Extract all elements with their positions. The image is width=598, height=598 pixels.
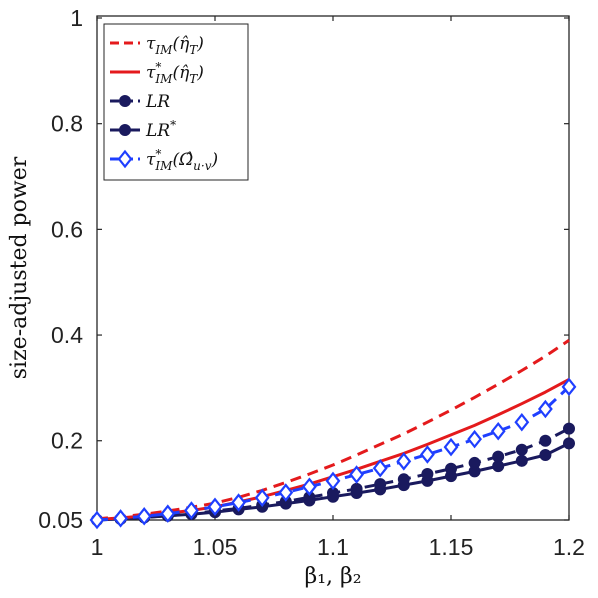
x-tick-label: 1.1 — [317, 534, 349, 560]
data-point — [515, 443, 528, 456]
data-point — [515, 454, 528, 467]
legend-entry: τ* IM(η̂T) — [110, 60, 204, 86]
data-point — [490, 421, 506, 441]
data-point — [183, 501, 199, 520]
data-point — [514, 412, 530, 432]
y-axis-label: size-adjusted power — [7, 156, 32, 379]
data-point — [563, 437, 575, 450]
y-tick-label: 0.05 — [38, 507, 83, 533]
data-point — [537, 399, 553, 419]
legend-label: LR — [145, 92, 170, 112]
y-tick-label: 0.6 — [51, 216, 83, 242]
legend-label: τIM(η̂T) — [146, 34, 204, 57]
legend-marker — [119, 95, 131, 107]
legend-entry: LR* — [110, 118, 176, 141]
data-point — [301, 477, 317, 496]
series-4 — [89, 377, 577, 530]
data-point — [467, 429, 483, 449]
axis-ticks: 1 1.05 1.1 1.15 1.2 0.05 0.2 0.4 0.6 0.8 1 — [38, 5, 585, 560]
data-point — [372, 458, 388, 478]
data-point — [445, 462, 457, 475]
y-tick-label: 0.4 — [51, 322, 83, 348]
legend-label: LR* — [145, 118, 176, 141]
data-point — [563, 422, 575, 435]
data-point — [539, 434, 552, 447]
data-point — [419, 445, 435, 464]
data-point — [89, 510, 105, 530]
series-line-0 — [96, 339, 570, 521]
legend-marker — [119, 124, 131, 136]
data-point — [113, 509, 129, 528]
data-point — [350, 482, 363, 495]
legend-entry: τ* IM(Ω̂u·v) — [110, 147, 218, 173]
data-point — [561, 377, 577, 397]
data-point — [207, 497, 223, 517]
data-point — [231, 493, 247, 512]
legend-entry: τIM(η̂T) — [110, 34, 204, 57]
series-layer — [89, 339, 577, 530]
legend-entry: LR — [110, 92, 170, 112]
data-point — [278, 483, 294, 502]
x-tick-label: 1.2 — [553, 534, 585, 560]
data-point — [349, 465, 365, 484]
y-tick-label: 1 — [70, 5, 83, 31]
data-point — [374, 478, 387, 491]
data-point — [421, 468, 434, 481]
legend-label: τ* IM(Ω̂u·v) — [146, 147, 218, 173]
y-tick-label: 0.2 — [51, 428, 83, 454]
legend-label: τ* IM(η̂T) — [146, 60, 204, 86]
data-point — [396, 452, 412, 471]
y-tick-label: 0.8 — [51, 111, 83, 137]
x-tick-label: 1.05 — [193, 534, 238, 560]
data-point — [468, 456, 481, 469]
x-axis-label: β₁, β₂ — [304, 564, 361, 589]
data-point — [160, 504, 176, 523]
legend: τIM(η̂T) τ* IM(η̂T) LR LR* τ* IM(Ω̂u·v) — [103, 23, 249, 181]
legend-marker — [117, 149, 133, 169]
legend-items: τIM(η̂T) τ* IM(η̂T) LR LR* τ* IM(Ω̂u·v) — [110, 34, 218, 173]
data-point — [492, 450, 505, 463]
data-point — [325, 471, 341, 491]
data-point — [443, 437, 459, 457]
series-0 — [96, 339, 570, 521]
data-point — [397, 473, 410, 486]
data-point — [136, 507, 152, 526]
x-tick-label: 1.15 — [429, 534, 474, 560]
data-point — [539, 449, 552, 462]
data-point — [254, 488, 270, 508]
x-tick-label: 1 — [91, 534, 104, 560]
